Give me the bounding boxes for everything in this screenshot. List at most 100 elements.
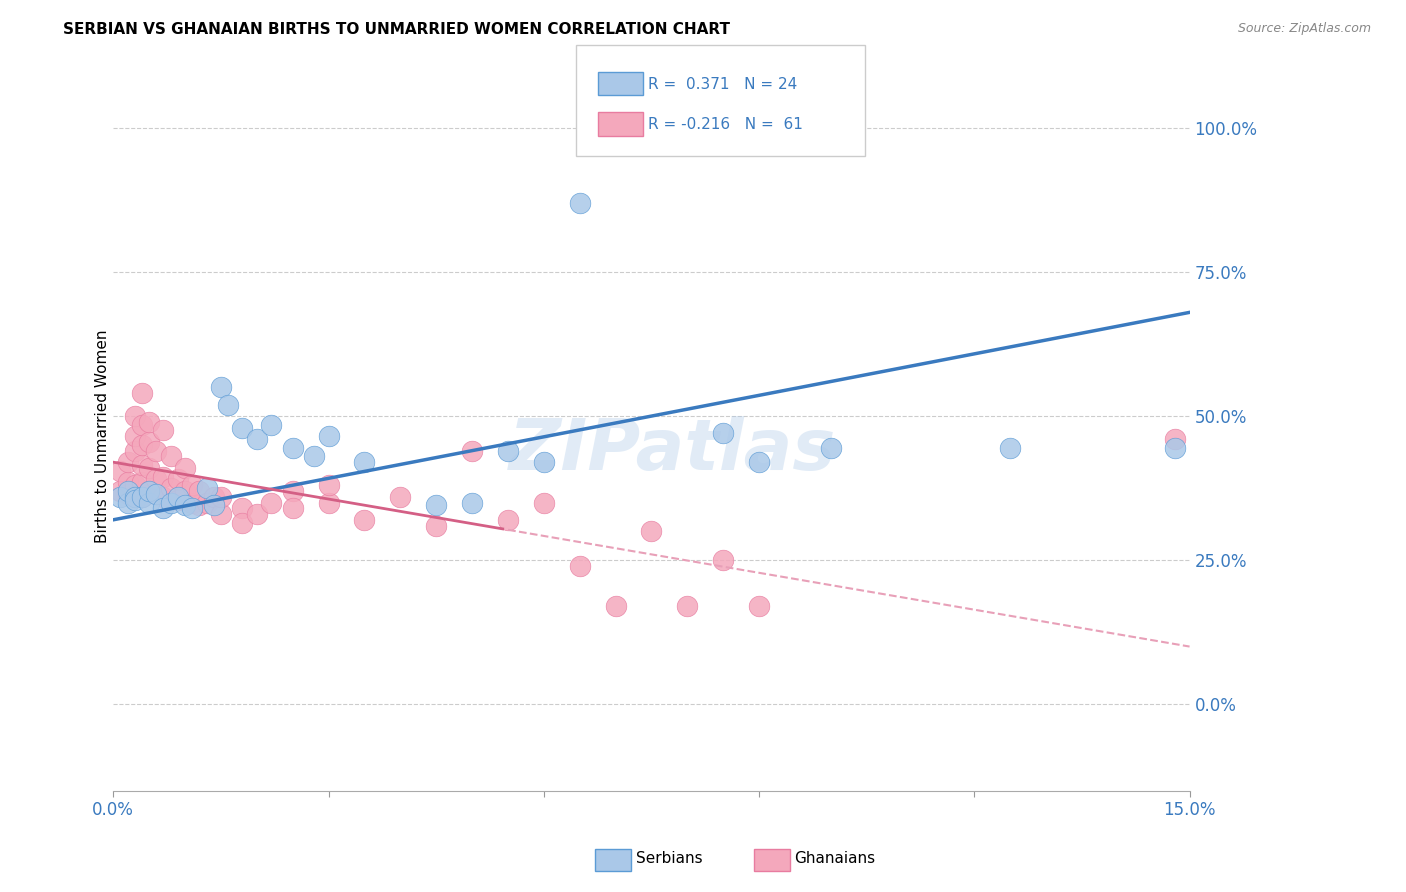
Point [131,438,153,452]
Point [145,443,167,458]
Point [231,501,253,516]
Point [110,464,132,478]
Point [117,483,139,498]
Point [533,495,555,509]
Point [281,501,304,516]
Point [131,490,153,504]
Text: SERBIAN VS GHANAIAN BIRTHS TO UNMARRIED WOMEN CORRELATION CHART: SERBIAN VS GHANAIAN BIRTHS TO UNMARRIED … [63,22,730,37]
Point [152,424,174,438]
Point [181,495,204,509]
Point [159,481,181,495]
Point [174,461,197,475]
Point [353,455,375,469]
Y-axis label: Births to Unmarried Women: Births to Unmarried Women [94,329,110,543]
Point [110,490,132,504]
Point [568,558,591,573]
Point [145,473,167,487]
Point [496,513,519,527]
Point [605,599,627,614]
Point [281,441,304,455]
Point [1164,441,1187,455]
Point [138,483,160,498]
Point [711,553,734,567]
Point [188,499,211,513]
Point [124,429,146,443]
Point [461,443,484,458]
Point [217,398,239,412]
Point [181,478,204,492]
Point [124,478,146,492]
Point [124,409,146,423]
Point [496,443,519,458]
Point [195,495,218,509]
Point [998,441,1021,455]
Point [461,495,484,509]
Point [138,483,160,498]
Point [281,483,304,498]
Point [711,426,734,441]
Point [231,516,253,530]
Point [246,507,269,521]
Point [166,490,188,504]
Point [389,490,412,504]
Point [166,473,188,487]
Point [820,441,842,455]
Point [188,483,211,498]
Text: R =  0.371   N = 24: R = 0.371 N = 24 [648,77,797,92]
Point [318,429,340,443]
Point [117,487,139,501]
Point [117,495,139,509]
Point [209,507,232,521]
Point [174,499,197,513]
Text: Ghanaians: Ghanaians [794,852,876,866]
Point [145,487,167,501]
Point [124,490,146,504]
Point [246,432,269,446]
Text: ZIPatlas: ZIPatlas [509,416,837,485]
Point [260,495,283,509]
Text: R = -0.216   N =  61: R = -0.216 N = 61 [648,117,803,132]
Point [159,495,181,509]
Point [117,475,139,490]
Point [152,490,174,504]
Point [318,478,340,492]
Point [174,483,197,498]
Point [145,487,167,501]
Point [302,450,325,464]
Point [131,458,153,472]
Point [533,455,555,469]
Point [1164,432,1187,446]
Point [131,475,153,490]
Point [353,513,375,527]
Point [152,469,174,483]
Point [748,455,770,469]
Point [568,195,591,210]
Point [131,417,153,432]
Point [159,450,181,464]
Point [124,443,146,458]
Point [425,499,447,513]
Point [117,455,139,469]
Point [152,501,174,516]
Point [202,490,225,504]
Point [124,492,146,507]
Point [202,499,225,513]
Text: Source: ZipAtlas.com: Source: ZipAtlas.com [1237,22,1371,36]
Point [425,518,447,533]
Point [131,386,153,401]
Point [138,415,160,429]
Point [138,461,160,475]
Point [138,495,160,509]
Point [138,435,160,450]
Point [260,417,283,432]
Point [110,483,132,498]
Text: Serbians: Serbians [636,852,702,866]
Point [195,481,218,495]
Point [209,380,232,394]
Point [676,599,699,614]
Point [231,420,253,434]
Point [640,524,662,539]
Point [181,501,204,516]
Point [131,490,153,504]
Point [124,490,146,504]
